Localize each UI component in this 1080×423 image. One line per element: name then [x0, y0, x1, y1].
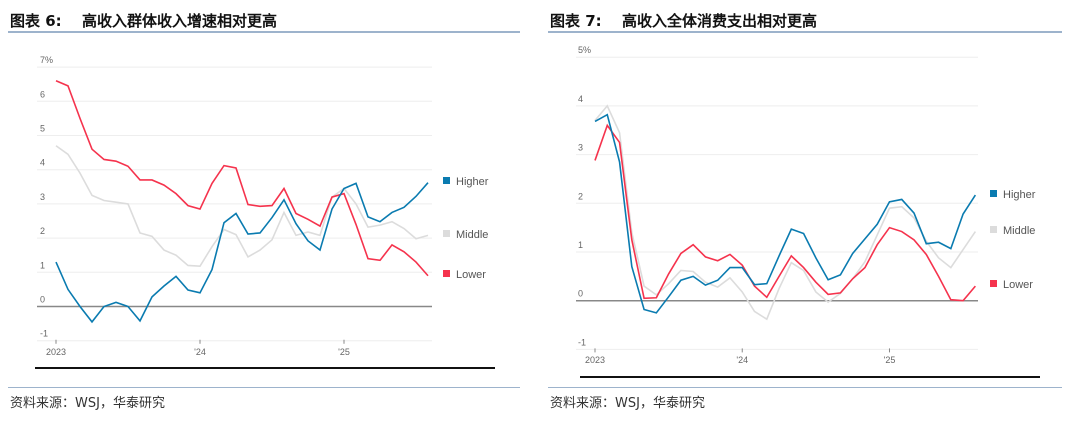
x-tick-label: '24: [194, 347, 206, 357]
y-tick-label: 0: [578, 289, 583, 299]
figure-caption: 高收入群体收入增速相对更高: [82, 12, 278, 30]
y-tick-label: 2: [40, 226, 45, 236]
legend-label-lower: Lower: [456, 269, 486, 281]
legend-label-middle: Middle: [456, 229, 488, 241]
series-line-middle: [55, 145, 429, 267]
y-tick-label: 6: [40, 89, 45, 99]
y-tick-label: 5: [40, 124, 45, 134]
y-tick-label: -1: [40, 329, 48, 339]
y-tick-label: 2: [578, 191, 583, 201]
series-line-lower: [55, 80, 429, 277]
x-tick-label: '25: [338, 347, 350, 357]
y-tick-label: 3: [578, 143, 583, 153]
legend-swatch-higher: [443, 177, 450, 184]
source-note: 资料来源：WSJ，华泰研究: [10, 396, 165, 411]
x-tick-label: '25: [884, 355, 896, 365]
y-tick-label: -1: [578, 337, 586, 347]
y-tick-label: 3: [40, 192, 45, 202]
series-line-higher: [594, 113, 977, 314]
y-tick-label: 5%: [578, 45, 591, 55]
legend-label-middle: Middle: [1003, 225, 1035, 237]
y-tick-label: 7%: [40, 55, 53, 65]
figure-number: 图表 6:: [10, 12, 62, 30]
series-line-higher: [55, 182, 429, 324]
legend-swatch-middle: [443, 230, 450, 237]
x-tick-label: 2023: [46, 347, 66, 357]
title-rule: [548, 31, 1062, 33]
legend-swatch-lower: [990, 280, 997, 287]
legend-label-higher: Higher: [1003, 189, 1036, 201]
source-note: 资料来源：WSJ，华泰研究: [550, 396, 705, 411]
legend-label-lower: Lower: [1003, 279, 1033, 291]
y-tick-label: 0: [40, 295, 45, 305]
figure-7-title: 图表 7: 高收入全体消费支出相对更高: [550, 10, 817, 31]
source-rule: [548, 387, 1062, 388]
title-rule: [8, 31, 520, 33]
legend-swatch-middle: [990, 226, 997, 233]
y-tick-label: 1: [578, 240, 583, 250]
series-line-middle: [594, 104, 977, 321]
legend-swatch-lower: [443, 270, 450, 277]
source-rule: [8, 387, 520, 388]
legend-swatch-higher: [990, 190, 997, 197]
y-tick-label: 1: [40, 260, 45, 270]
y-tick-label: 4: [578, 94, 583, 104]
series-line-lower: [594, 123, 976, 302]
x-tick-label: 2023: [585, 355, 605, 365]
figure-6-title: 图表 6: 高收入群体收入增速相对更高: [10, 10, 277, 31]
figure-caption: 高收入全体消费支出相对更高: [622, 12, 818, 30]
legend-label-higher: Higher: [456, 176, 489, 188]
y-tick-label: 4: [40, 158, 45, 168]
figure-number: 图表 7:: [550, 12, 602, 30]
x-tick-label: '24: [736, 355, 748, 365]
